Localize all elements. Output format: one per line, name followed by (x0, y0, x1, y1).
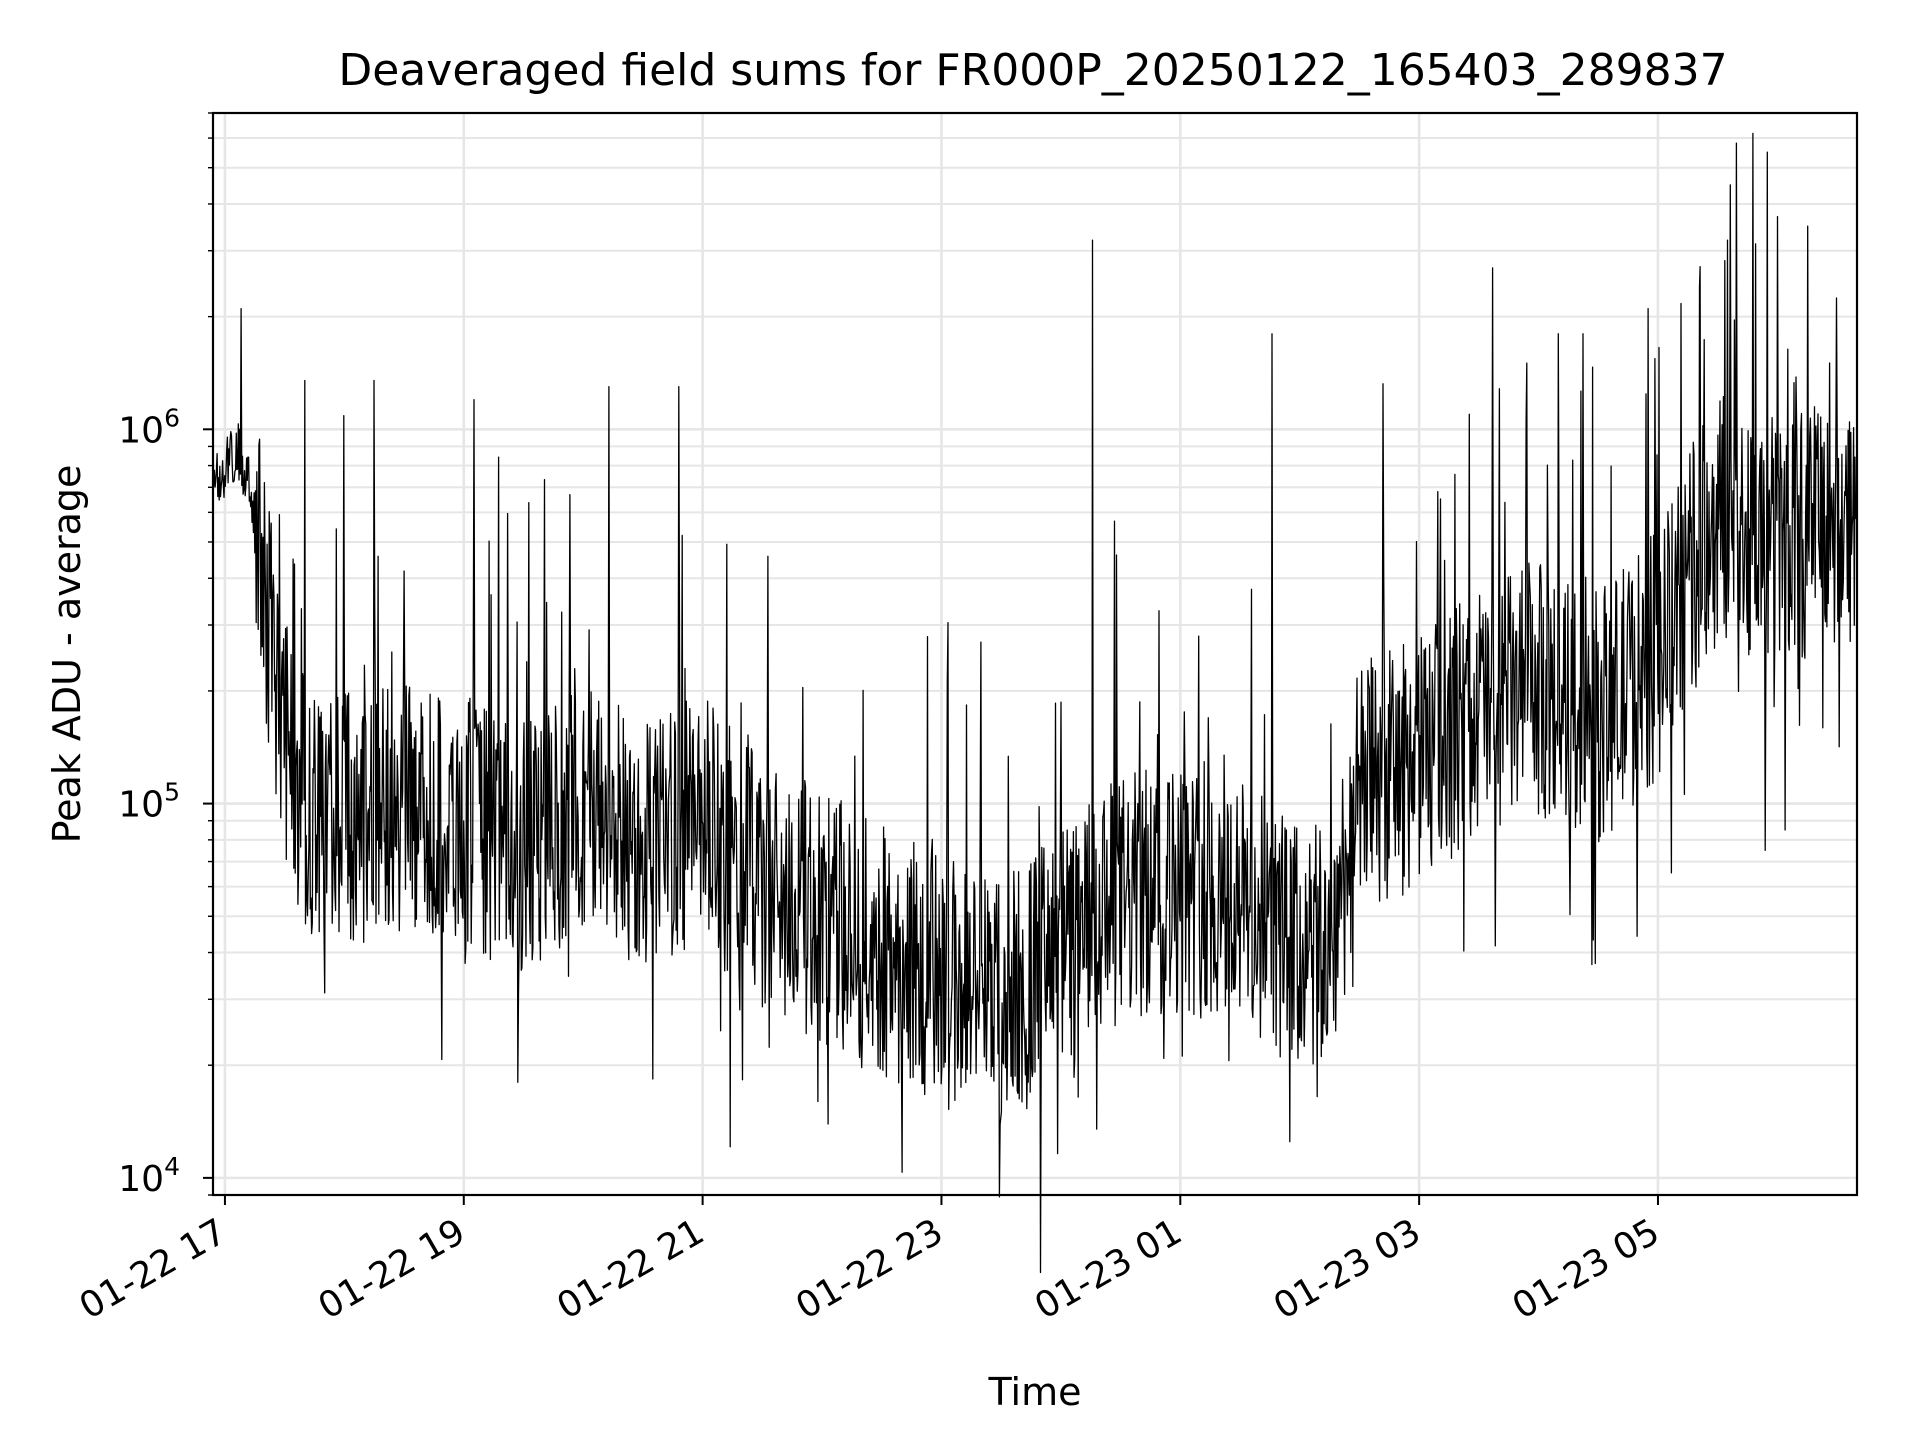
x-axis: 01-22 17 01-22 19 01-22 21 01-22 23 01-23 01… (73, 1195, 1667, 1328)
y-tick-label: 104 (118, 1152, 180, 1200)
plot-frame (211, 111, 1859, 1197)
x-tick-label: 01-22 17 (73, 1211, 234, 1327)
x-tick-label: 01-22 23 (789, 1211, 950, 1327)
y-axis-label: Peak ADU - average (45, 465, 89, 844)
x-tick-label: 01-23 01 (1028, 1211, 1189, 1327)
series-line (212, 132, 1858, 1274)
x-tick-label: 01-22 21 (550, 1211, 711, 1327)
chart-title: Deaveraged field sums for FR000P_2025012… (338, 45, 1727, 96)
x-tick-label: 01-23 05 (1506, 1211, 1667, 1327)
x-tick-label: 01-22 19 (312, 1211, 473, 1327)
x-tick-label: 01-23 03 (1267, 1211, 1428, 1327)
x-axis-label: Time (988, 1370, 1082, 1414)
data-series (212, 132, 1858, 1274)
y-axis: 104 105 106 (118, 112, 213, 1200)
y-tick-label: 106 (118, 403, 180, 451)
y-tick-label: 105 (118, 778, 180, 826)
